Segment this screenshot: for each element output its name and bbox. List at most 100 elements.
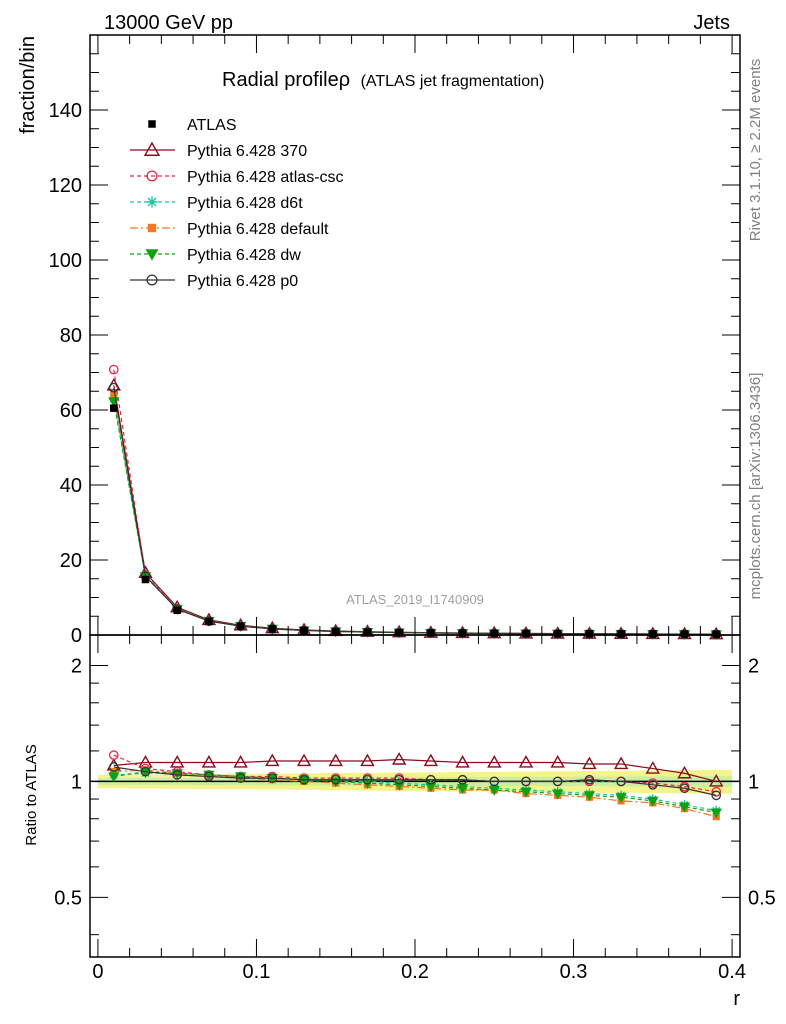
series-point-ratio xyxy=(391,752,407,765)
series-point-ratio xyxy=(709,774,724,787)
series-point-ratio xyxy=(362,774,373,785)
series-point-ratio xyxy=(616,776,626,787)
series-point-ratio xyxy=(235,773,246,783)
series-point-ratio xyxy=(520,787,532,798)
legend-label: Pythia 6.428 p0 xyxy=(187,273,298,290)
series-point-main xyxy=(679,629,690,639)
ratio-tick-label-right: 1 xyxy=(748,771,759,793)
y-tick-label: 120 xyxy=(49,175,82,197)
series-point-main xyxy=(584,628,595,639)
series-point-ratio xyxy=(328,753,343,767)
y-axis-label: fraction/bin xyxy=(17,36,39,134)
legend-label: Pythia 6.428 dw xyxy=(187,247,301,264)
series-point-ratio xyxy=(489,776,500,787)
series-point-ratio xyxy=(518,755,534,768)
series-point-ratio xyxy=(615,793,627,804)
legend-marker xyxy=(146,170,158,182)
series-point-main xyxy=(426,628,436,638)
y-tick-label: 0 xyxy=(71,625,82,647)
data-point xyxy=(173,606,181,614)
series-point-ratio xyxy=(423,753,439,767)
series-point-ratio xyxy=(360,753,375,767)
x-tick-label: 0 xyxy=(92,961,103,983)
series-point-ratio xyxy=(108,750,119,761)
data-point xyxy=(585,630,594,638)
series-point-ratio xyxy=(172,770,183,780)
series-point-main xyxy=(616,629,626,639)
series-line-ratio xyxy=(113,771,717,814)
ratio-tick-label-right: 0.5 xyxy=(748,887,776,909)
y-tick-label: 100 xyxy=(49,250,82,272)
series-point-ratio xyxy=(710,808,722,819)
data-point xyxy=(458,629,467,637)
series-point-main xyxy=(108,382,119,393)
series-point-main xyxy=(489,628,500,639)
series-point-ratio xyxy=(330,774,341,785)
ratio-tick-label-right: 2 xyxy=(748,655,759,677)
y-tick-label: 80 xyxy=(60,325,82,347)
legend-label-data: ATLAS xyxy=(187,117,237,134)
data-point xyxy=(553,629,562,638)
x-tick-label: 0.2 xyxy=(401,961,429,983)
series-point-main xyxy=(362,627,373,637)
legend-marker xyxy=(145,249,159,261)
series-point-main xyxy=(235,621,246,632)
ratio-plot: 0.5 0.5 1 1 2 2 xyxy=(54,655,776,936)
data-point xyxy=(680,630,689,638)
series-point-ratio xyxy=(457,774,468,785)
analysis-watermark: ATLAS_2019_I1740909 xyxy=(346,592,484,607)
series-point-ratio xyxy=(583,791,596,802)
series-point-ratio xyxy=(679,783,690,794)
data-point xyxy=(395,628,403,637)
chart-title: Radial profileρ (ATLAS jet fragmentation… xyxy=(222,69,544,91)
y-tick-label: 40 xyxy=(60,475,82,497)
data-point xyxy=(331,627,340,636)
series-point-ratio xyxy=(584,774,595,785)
data-point xyxy=(363,628,372,636)
data-point xyxy=(110,404,118,412)
series-point-ratio xyxy=(233,755,248,768)
series-point-main xyxy=(457,628,468,639)
series-point-main xyxy=(394,627,404,638)
series-point-ratio xyxy=(455,755,470,768)
data-point xyxy=(141,575,150,584)
legend-marker xyxy=(143,141,161,156)
series-point-ratio xyxy=(299,774,309,785)
series-point-ratio xyxy=(645,761,661,774)
data-point xyxy=(236,622,245,631)
rivet-label: Rivet 3.1.10, ≥ 2.2M events xyxy=(747,59,764,242)
ratio-tick-label: 0.5 xyxy=(54,887,82,909)
data-point xyxy=(205,617,213,626)
series-line-ratio xyxy=(113,766,717,796)
chart-title-main: Radial profileρ xyxy=(222,69,350,91)
series-point-ratio xyxy=(552,776,563,787)
series-point-ratio xyxy=(550,755,565,768)
x-axis-ticks: 0 0.1 0.2 0.3 0.4 xyxy=(92,35,746,983)
series-point-main xyxy=(711,629,722,640)
data-point xyxy=(712,630,720,638)
source-label: mcplots.cern.ch [arXiv:1306.3436] xyxy=(747,373,764,600)
series-point-ratio xyxy=(265,753,280,767)
series-point-ratio xyxy=(138,755,153,768)
y-tick-label: 20 xyxy=(60,550,82,572)
series-point-main xyxy=(204,616,214,626)
data-point xyxy=(268,625,277,633)
header-right: Jets xyxy=(693,12,730,34)
series-point-ratio xyxy=(613,756,629,770)
x-tick-label: 0.4 xyxy=(718,961,746,983)
series-point-ratio xyxy=(711,786,722,797)
series-point-ratio xyxy=(394,774,404,785)
series-point-ratio xyxy=(552,789,564,800)
series-point-main xyxy=(647,629,658,639)
series-point-ratio xyxy=(678,802,691,813)
series-point-main xyxy=(267,624,278,634)
data-point xyxy=(522,629,530,638)
ratio-tick-label: 2 xyxy=(71,655,82,677)
legend-marker xyxy=(146,274,158,286)
chart-title-sub: (ATLAS jet fragmentation) xyxy=(361,73,545,90)
series-point-main xyxy=(108,364,119,375)
series-point-ratio xyxy=(521,776,531,787)
legend-marker-data xyxy=(148,120,156,128)
series-point-ratio xyxy=(487,755,502,768)
